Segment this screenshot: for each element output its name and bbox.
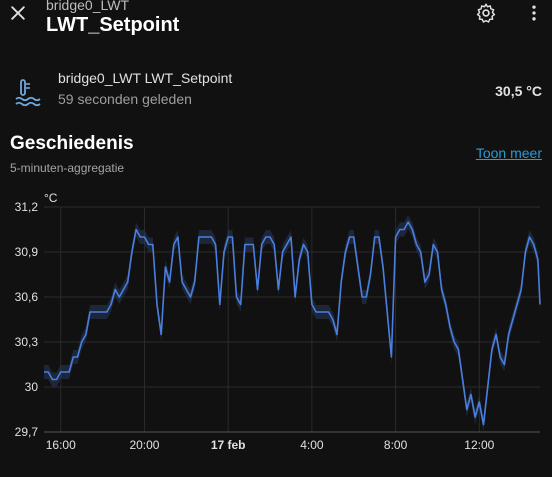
more-options-button[interactable] [522, 3, 546, 27]
y-tick-label: 30 [25, 380, 39, 394]
x-tick-label: 12:00 [464, 438, 494, 452]
entity-state: 30,5 °C [495, 83, 542, 99]
series-line [44, 221, 541, 426]
dialog-header: bridge0_LWT LWT_Setpoint [0, 0, 552, 46]
entity-last-changed: 59 seconden geleden [58, 91, 192, 107]
dialog-title: LWT_Setpoint [46, 14, 180, 36]
more-vertical-icon [524, 3, 544, 28]
chart-grid [44, 206, 540, 433]
x-tick-label: 16:00 [46, 438, 76, 452]
entity-row[interactable]: bridge0_LWT LWT_Setpoint 59 seconden gel… [0, 62, 552, 118]
y-tick-label: 30,3 [15, 335, 39, 349]
unit-label: °C [44, 191, 58, 205]
close-button[interactable] [6, 3, 30, 27]
y-tick-label: 30,6 [15, 290, 39, 304]
x-axis: 16:00 20:00 17 feb 4:00 8:00 12:00 [46, 438, 495, 452]
chart-series [44, 221, 541, 426]
y-tick-label: 29,7 [15, 425, 39, 439]
history-title: Geschiedenis [10, 133, 134, 154]
x-tick-label: 17 feb [211, 438, 246, 452]
y-tick-label: 30,9 [15, 245, 39, 259]
history-chart[interactable]: 29,7 30 30,3 30,6 30,9 31,2 16:00 20:00 17 feb 4… [0, 188, 552, 477]
x-tick-label: 8:00 [384, 438, 408, 452]
history-subtitle: 5-minuten-aggregatie [10, 161, 125, 175]
gear-icon [475, 2, 497, 29]
y-tick-label: 31,2 [15, 200, 39, 214]
water-thermometer-icon [14, 78, 42, 108]
dialog-subtitle: bridge0_LWT [46, 0, 130, 13]
show-more-link[interactable]: Toon meer [475, 145, 542, 161]
settings-button[interactable] [474, 3, 498, 27]
x-tick-label: 20:00 [129, 438, 159, 452]
x-tick-label: 4:00 [300, 438, 324, 452]
close-icon [8, 3, 28, 28]
y-axis: 29,7 30 30,3 30,6 30,9 31,2 [15, 200, 39, 439]
entity-name: bridge0_LWT LWT_Setpoint [58, 70, 233, 86]
